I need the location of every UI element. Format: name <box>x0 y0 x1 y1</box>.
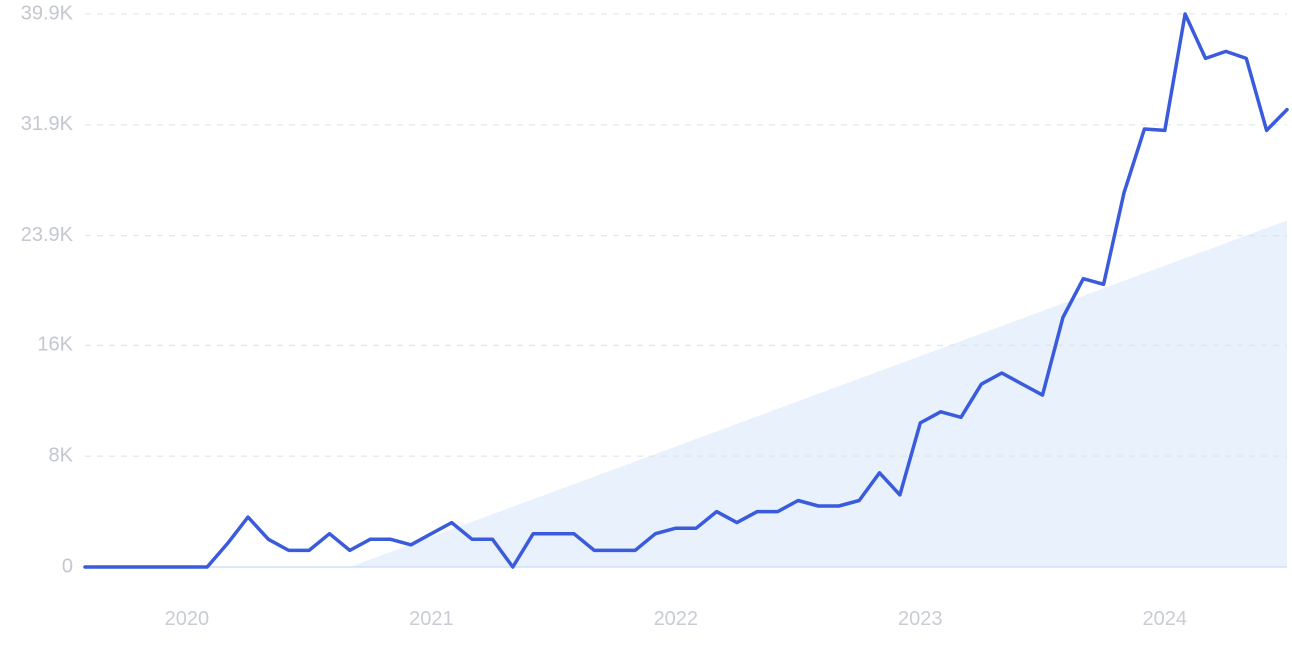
trend-area <box>349 220 1288 567</box>
x-tick-label: 2024 <box>1143 608 1188 630</box>
trend-area-layer <box>349 220 1288 567</box>
x-tick-label: 2023 <box>898 608 943 630</box>
y-tick-label: 31.9K <box>21 113 74 135</box>
grid-layer <box>85 13 1287 568</box>
y-axis-ticks: 0 8K 16K 23.9K 31.9K 39.9K <box>21 2 74 577</box>
x-tick-label: 2021 <box>409 608 454 630</box>
x-tick-label: 2022 <box>654 608 699 630</box>
x-tick-label: 2020 <box>165 608 210 630</box>
y-tick-label: 39.9K <box>21 2 74 24</box>
y-tick-label: 8K <box>49 444 74 466</box>
y-tick-label: 0 <box>62 555 73 577</box>
y-tick-label: 16K <box>37 334 73 356</box>
y-tick-label: 23.9K <box>21 224 74 246</box>
series-line-0 <box>83 12 1289 569</box>
x-axis-ticks: 2020 2021 2022 2023 2024 <box>165 608 1187 630</box>
series-layer <box>83 12 1289 569</box>
